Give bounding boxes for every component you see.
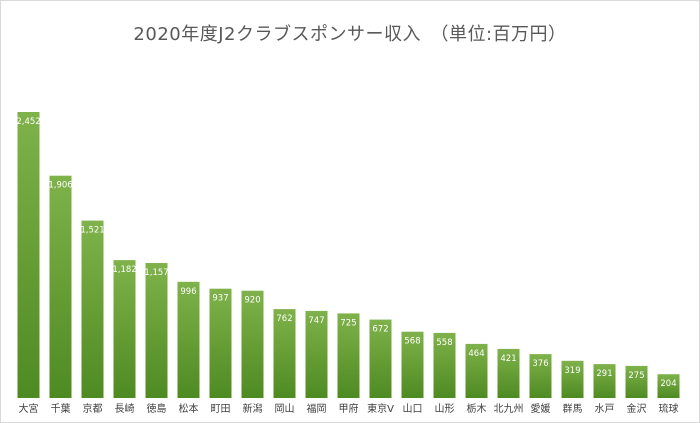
- bar-水戸: [593, 364, 616, 398]
- value-labels-group: 2,452 1,906 1,521 1,182 1,157 996 937 920 762 747…: [16, 117, 676, 389]
- category-label: 山口: [403, 403, 423, 415]
- value-label: 937: [212, 294, 228, 304]
- bar-愛媛: [529, 354, 552, 398]
- category-labels-group: 大宮 千葉 京都 長崎 徳島 松本 町田 新潟 岡山 福岡 甲府 東京V 山口 山形 栃木 北九州 愛媛 群馬 水戸…: [19, 402, 679, 415]
- value-label: 747: [308, 316, 324, 326]
- bar-福岡: [305, 310, 328, 398]
- bars-group: [17, 112, 680, 398]
- bar-栃木: [465, 343, 488, 398]
- value-label: 558: [436, 338, 452, 348]
- value-label: 376: [532, 359, 548, 369]
- value-label: 1,521: [80, 226, 104, 236]
- bar-新潟: [241, 290, 264, 398]
- value-label: 204: [660, 379, 676, 389]
- bar-長崎: [113, 260, 136, 398]
- category-label: 新潟: [243, 402, 263, 415]
- bar-北九州: [497, 348, 520, 398]
- value-label: 920: [244, 296, 260, 306]
- bar-町田: [209, 288, 232, 398]
- bar-山口: [401, 331, 424, 398]
- value-label: 1,182: [112, 265, 136, 275]
- bar-群馬: [561, 360, 584, 398]
- value-label: 319: [564, 366, 580, 376]
- category-label: 琉球: [659, 402, 679, 415]
- category-label: 甲府: [339, 402, 359, 415]
- value-label: 464: [468, 349, 484, 359]
- bar-岡山: [273, 309, 296, 398]
- category-label: 北九州: [494, 403, 524, 415]
- bar-千葉: [49, 175, 72, 398]
- category-label: 松本: [179, 402, 199, 415]
- value-label: 725: [340, 318, 356, 328]
- category-label: 群馬: [563, 402, 583, 415]
- category-label: 愛媛: [531, 402, 551, 415]
- value-label: 996: [180, 287, 196, 297]
- category-label: 岡山: [275, 403, 295, 415]
- category-label: 栃木: [467, 402, 487, 415]
- category-label: 町田: [211, 404, 231, 415]
- value-label: 275: [628, 371, 644, 381]
- bar-山形: [433, 332, 456, 398]
- bar-甲府: [337, 313, 360, 398]
- category-label: 長崎: [115, 402, 135, 415]
- category-label: 福岡: [307, 402, 327, 415]
- category-label: 大宮: [19, 402, 39, 415]
- bar-京都: [81, 220, 104, 398]
- bar-東京V: [369, 319, 392, 398]
- value-label: 762: [276, 314, 292, 324]
- category-label: 京都: [83, 402, 103, 415]
- value-label: 291: [596, 369, 612, 379]
- category-label: 山形: [435, 403, 455, 415]
- bar-松本: [177, 281, 200, 398]
- bar-琉球: [657, 374, 680, 398]
- bar-大宮: [17, 112, 40, 398]
- category-label: 千葉: [51, 402, 71, 415]
- value-label: 568: [404, 337, 420, 347]
- value-label: 1,157: [144, 268, 168, 278]
- value-label: 672: [372, 325, 388, 335]
- bar-金沢: [625, 365, 648, 398]
- chart-title: 2020年度J2クラブスポンサー収入 （単位:百万円）: [133, 24, 567, 45]
- value-label: 1,906: [48, 181, 72, 191]
- value-label: 2,452: [16, 117, 40, 127]
- category-label: 東京V: [367, 402, 394, 415]
- category-label: 徳島: [147, 402, 167, 415]
- category-label: 金沢: [627, 402, 647, 415]
- category-label: 水戸: [595, 403, 615, 415]
- bar-徳島: [145, 263, 168, 398]
- value-label: 421: [500, 354, 516, 364]
